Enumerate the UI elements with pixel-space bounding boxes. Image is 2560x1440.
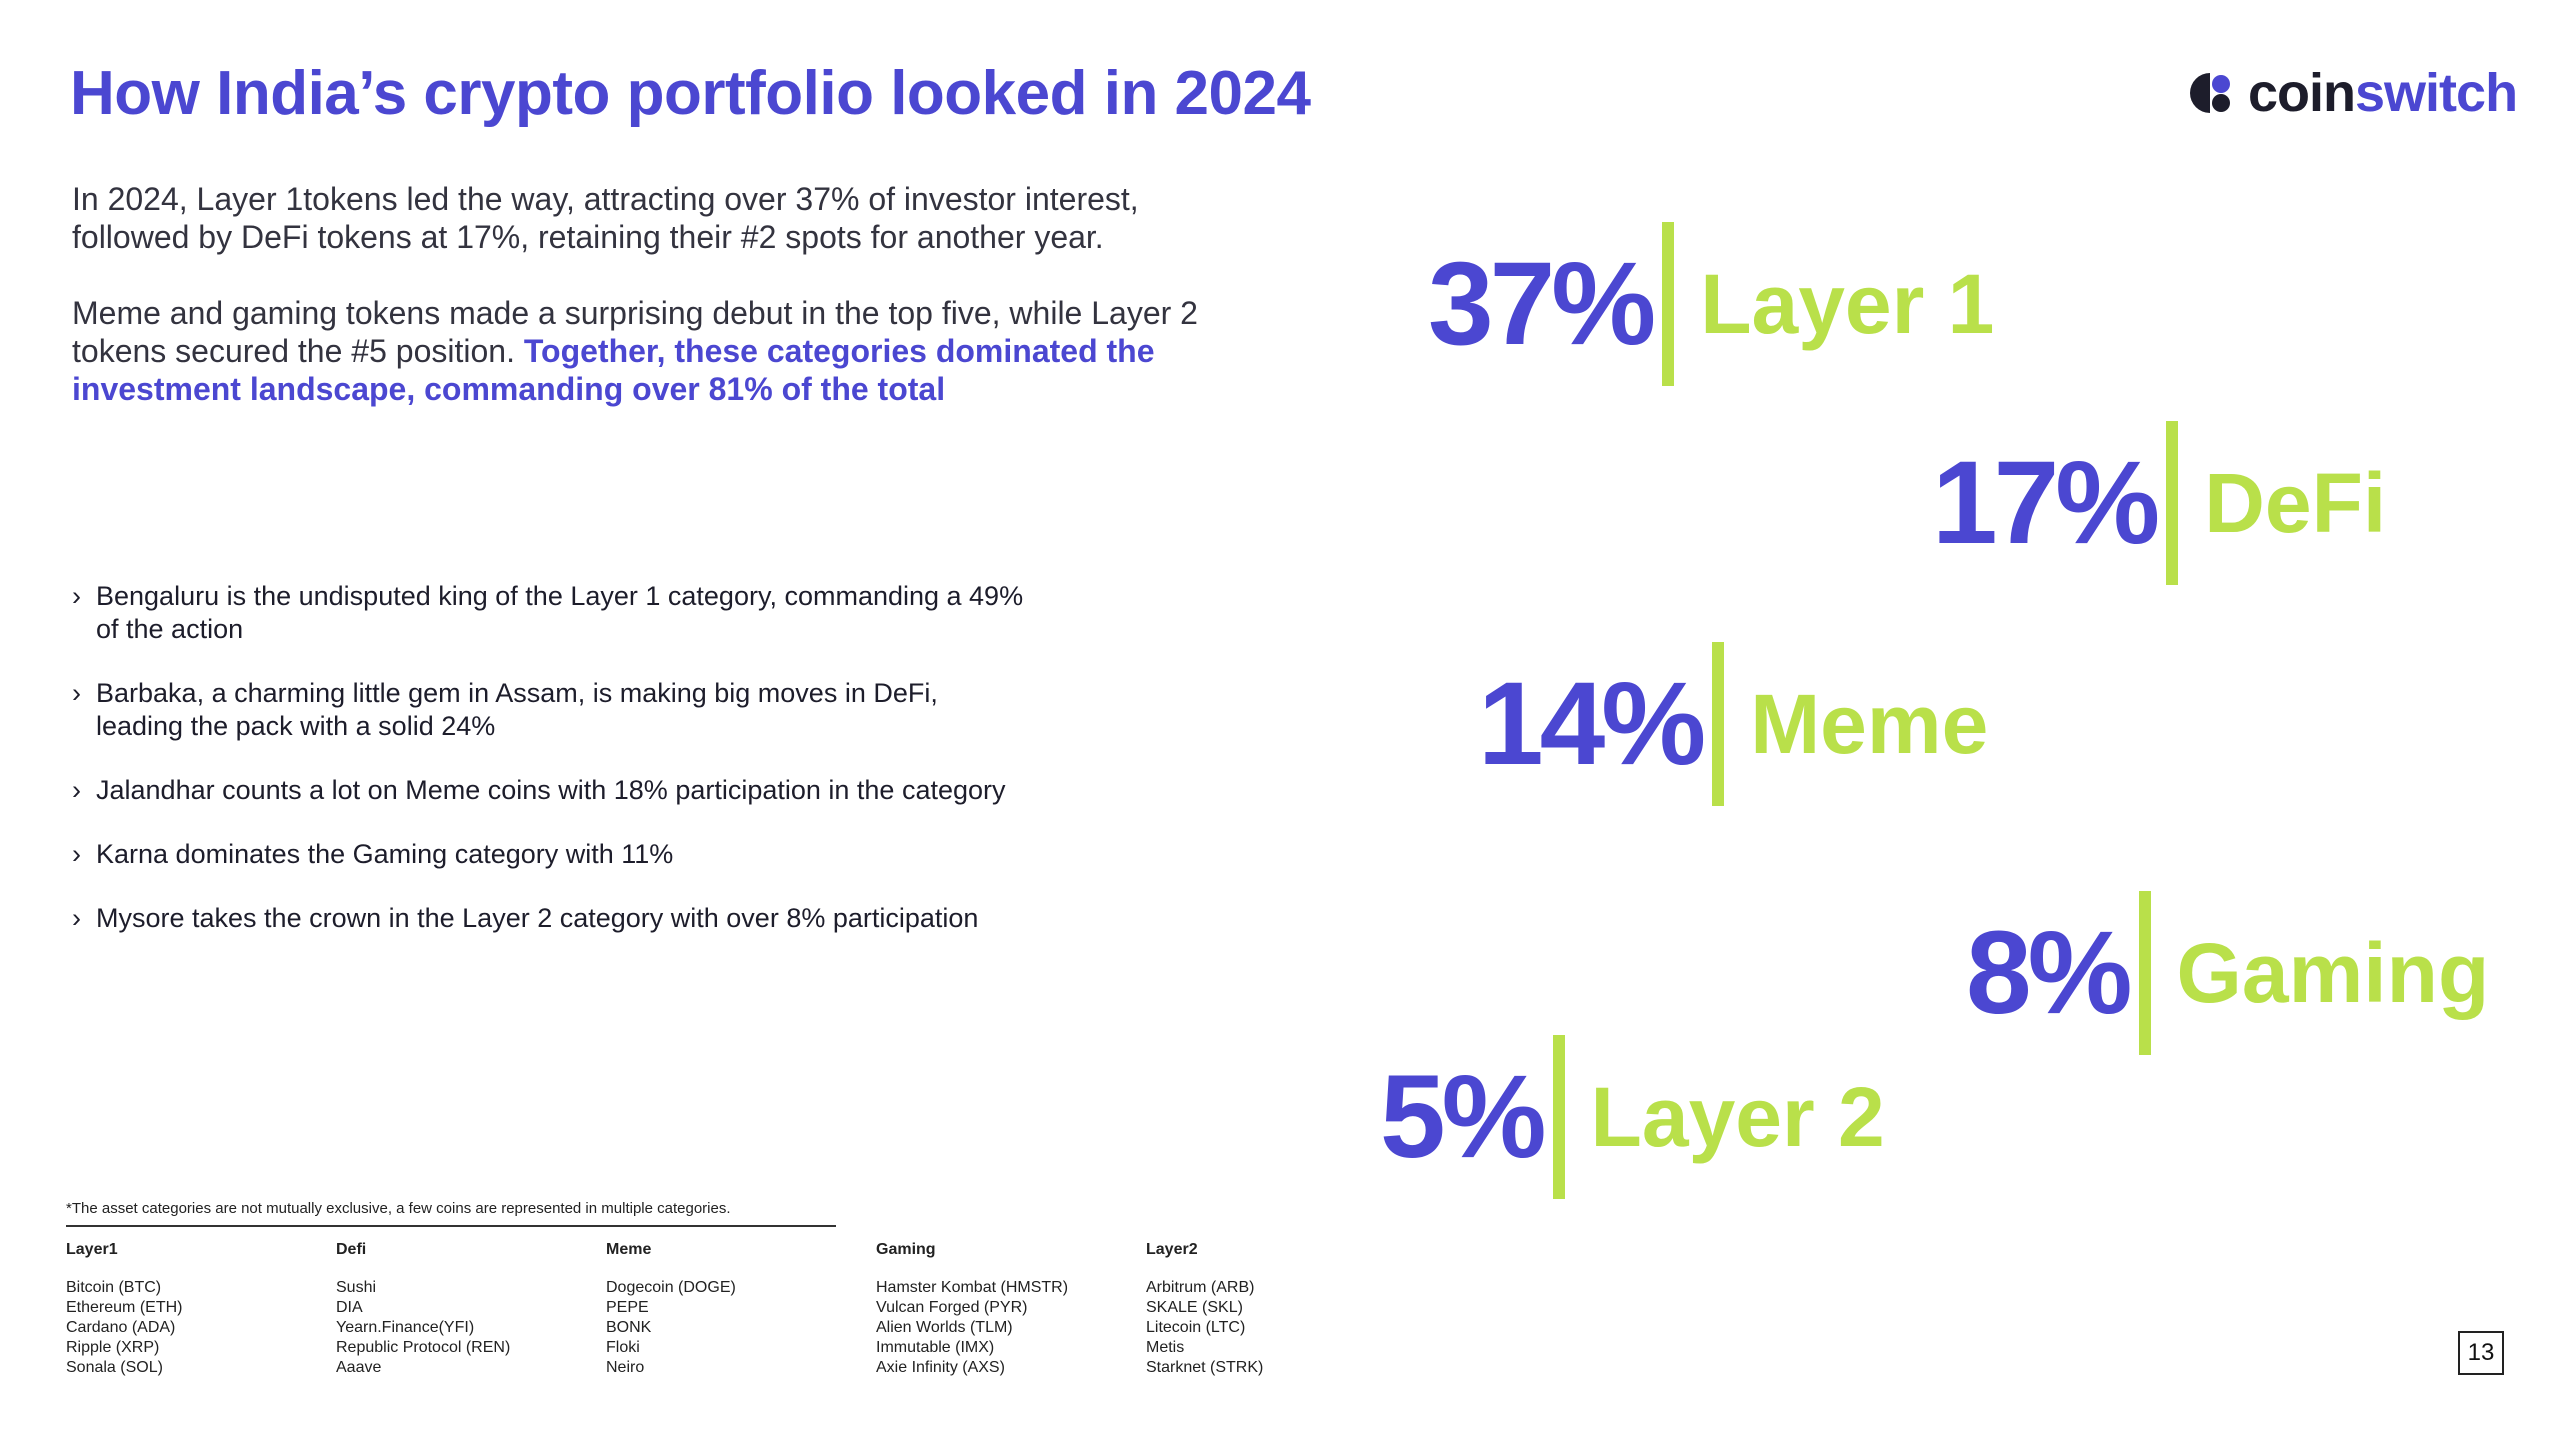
category-item: Hamster Kombat (HMSTR) — [876, 1279, 1069, 1296]
category-item: Ethereum (ETH) — [66, 1299, 183, 1316]
stat-divider — [2166, 421, 2179, 585]
stat-gaming: 8% Gaming — [1966, 891, 2489, 1055]
list-item: › Mysore takes the crown in the Layer 2 c… — [72, 902, 1032, 935]
intro-paragraph-2-text: Meme and gaming tokens made a surprising… — [72, 295, 1198, 369]
category-item: DIA — [336, 1299, 363, 1316]
category-item: SKALE (SKL) — [1146, 1299, 1243, 1316]
list-item: › Karna dominates the Gaming category wit… — [72, 838, 1032, 871]
stat-label: Layer 1 — [1700, 257, 1995, 351]
stat-percentage: 5% — [1380, 1051, 1547, 1183]
category-item: PEPE — [606, 1299, 649, 1316]
list-item-text: Bengaluru is the undisputed king of the … — [96, 581, 1024, 644]
category-column-gaming: Gaming Hamster Kombat (HMSTR) Vulcan For… — [876, 1240, 1146, 1378]
list-item: › Barbaka, a charming little gem in Assam… — [72, 677, 1032, 743]
list-item-text: Barbaka, a charming little gem in Assam,… — [96, 678, 938, 741]
stat-divider — [1712, 642, 1725, 806]
category-item: Sushi — [336, 1279, 377, 1296]
stat-label: Meme — [1750, 677, 1989, 771]
stat-defi: 17% DeFi — [1932, 421, 2386, 585]
category-item: Floki — [606, 1339, 640, 1356]
logo-text-accent: switch — [2355, 63, 2518, 123]
chevron-right-icon: › — [72, 903, 81, 933]
logo-wordmark: coinswitch — [2248, 62, 2518, 124]
category-item: Ripple (XRP) — [66, 1339, 160, 1356]
stat-percentage: 37% — [1428, 238, 1656, 370]
intro-paragraph-1: In 2024, Layer 1tokens led the way, attr… — [72, 181, 1139, 255]
stat-label: Gaming — [2176, 926, 2490, 1020]
category-item: Bitcoin (BTC) — [66, 1279, 162, 1296]
stat-divider — [2138, 891, 2151, 1055]
list-item: › Bengaluru is the undisputed king of the… — [72, 580, 1032, 646]
category-item: Republic Protocol (REN) — [336, 1339, 511, 1356]
category-item: Litecoin (LTC) — [1146, 1319, 1246, 1336]
category-item: Axie Infinity (AXS) — [876, 1359, 1005, 1376]
category-item: Arbitrum (ARB) — [1146, 1279, 1255, 1296]
stat-divider — [1662, 222, 1675, 386]
intro-paragraph-2: Meme and gaming tokens made a surprising… — [72, 294, 1202, 408]
category-item: Aaave — [336, 1359, 382, 1376]
category-column-meme: Meme Dogecoin (DOGE) PEPE BONK Floki Nei… — [606, 1240, 876, 1378]
category-item: Yearn.Finance(YFI) — [336, 1319, 475, 1336]
category-header: Layer1 — [66, 1241, 118, 1258]
category-item: Vulcan Forged (PYR) — [876, 1299, 1028, 1316]
stat-percentage: 8% — [1966, 907, 2133, 1039]
category-item: Alien Worlds (TLM) — [876, 1319, 1013, 1336]
category-header: Meme — [606, 1241, 652, 1258]
stat-meme: 14% Meme — [1478, 642, 1988, 806]
category-column-defi: Defi Sushi DIA Yearn.Finance(YFI) Republ… — [336, 1240, 606, 1378]
stat-label: Layer 2 — [1590, 1070, 1885, 1164]
category-item: Neiro — [606, 1359, 645, 1376]
category-item: Cardano (ADA) — [66, 1319, 176, 1336]
chevron-right-icon: › — [72, 678, 81, 708]
city-insights-list: › Bengaluru is the undisputed king of the… — [72, 580, 1032, 966]
category-column-layer1: Layer1 Bitcoin (BTC) Ethereum (ETH) Card… — [66, 1240, 336, 1378]
stat-layer-2: 5% Layer 2 — [1380, 1035, 1885, 1199]
page-number: 13 — [2458, 1331, 2504, 1375]
category-header: Layer2 — [1146, 1241, 1198, 1258]
list-item-text: Mysore takes the crown in the Layer 2 ca… — [96, 903, 979, 933]
list-item-text: Karna dominates the Gaming category with… — [96, 839, 674, 869]
category-item: Dogecoin (DOGE) — [606, 1279, 736, 1296]
stat-label: DeFi — [2204, 456, 2387, 550]
intro-text: In 2024, Layer 1tokens led the way, attr… — [72, 180, 1202, 446]
intro-highlight: Together, these categories dominated the… — [72, 333, 1155, 407]
stat-layer-1: 37% Layer 1 — [1428, 222, 1994, 386]
coinswitch-logo: coinswitch — [2190, 62, 2518, 124]
chevron-right-icon: › — [72, 775, 81, 805]
chevron-right-icon: › — [72, 581, 81, 611]
stat-percentage: 17% — [1932, 437, 2160, 569]
category-header: Gaming — [876, 1241, 936, 1258]
category-item: Metis — [1146, 1339, 1185, 1356]
category-item: Starknet (STRK) — [1146, 1359, 1264, 1376]
category-coins-table: Layer1 Bitcoin (BTC) Ethereum (ETH) Card… — [66, 1240, 1416, 1378]
list-item-text: Jalandhar counts a lot on Meme coins wit… — [96, 775, 1006, 805]
footnote: *The asset categories are not mutually e… — [66, 1200, 836, 1227]
category-item: BONK — [606, 1319, 652, 1336]
category-column-layer2: Layer2 Arbitrum (ARB) SKALE (SKL) Liteco… — [1146, 1240, 1416, 1378]
chevron-right-icon: › — [72, 839, 81, 869]
page-title: How India’s crypto portfolio looked in 2… — [70, 59, 1311, 128]
logo-text-main: coin — [2248, 63, 2356, 123]
list-item: › Jalandhar counts a lot on Meme coins wi… — [72, 774, 1032, 807]
category-item: Sonala (SOL) — [66, 1359, 163, 1376]
category-item: Immutable (IMX) — [876, 1339, 995, 1356]
stat-percentage: 14% — [1478, 658, 1706, 790]
category-header: Defi — [336, 1241, 367, 1258]
coinswitch-logo-icon — [2190, 73, 2230, 113]
stat-divider — [1552, 1035, 1565, 1199]
